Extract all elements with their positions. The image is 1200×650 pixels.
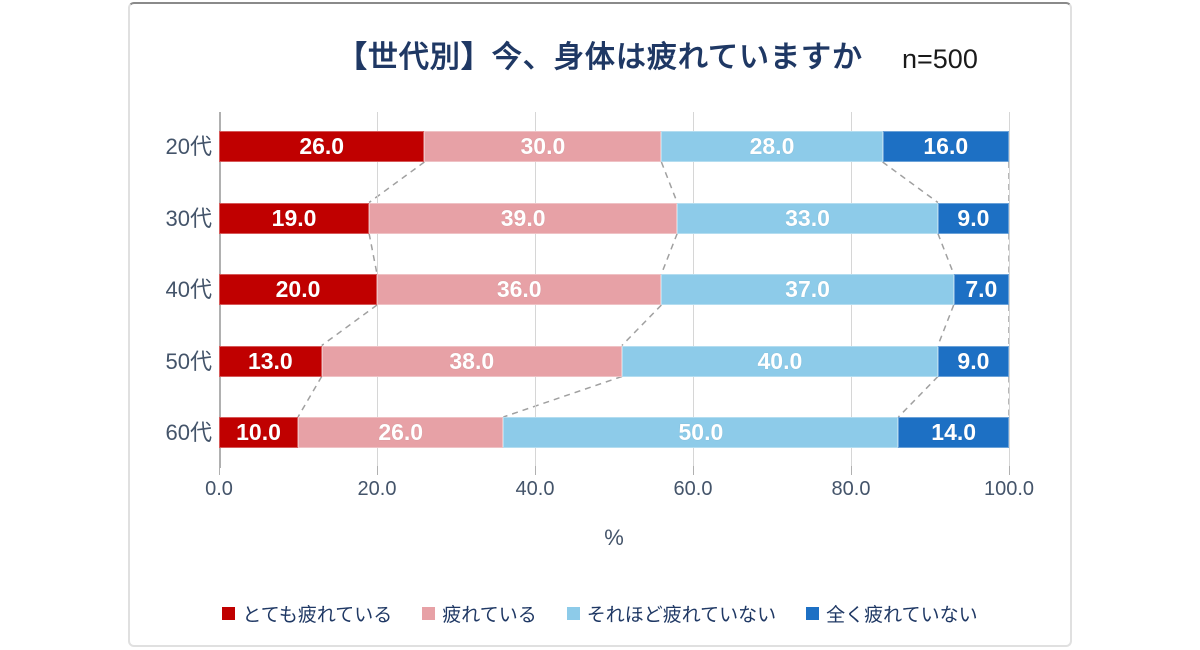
category-label: 20代 — [165, 134, 212, 159]
connector-line — [621, 304, 662, 347]
plot-area: 26.0 30.0 28.0 16.0 19.0 39.0 33.0 9.0 20.0 36.0 3… — [218, 112, 1010, 475]
legend-label: 全く疲れていない — [826, 605, 978, 626]
legend-label: それほど疲れていない — [586, 605, 777, 626]
legend-swatch — [566, 607, 580, 620]
bar-segment-疲れている: 26.0 — [298, 417, 504, 448]
bar-segment-疲れている: 36.0 — [377, 274, 662, 305]
bar-segment-それほど疲れていない: 40.0 — [621, 345, 938, 377]
chart-legend: とても疲れている 疲れている それほど疲れていない 全く疲れていない — [130, 600, 1070, 627]
bar-segment-とても疲れている: 10.0 — [219, 417, 298, 448]
bar-value-label: 26.0 — [378, 419, 424, 445]
bar-value-label: 20.0 — [275, 276, 321, 302]
bar-segment-疲れている: 38.0 — [321, 345, 622, 377]
bar-segment-全く疲れていない: 9.0 — [937, 202, 1009, 234]
legend-item: それほど疲れていない — [566, 600, 777, 627]
legend-item: とても疲れている — [222, 600, 392, 627]
x-axis-tick-label: 100.0 — [983, 478, 1035, 500]
category-label: 60代 — [165, 420, 212, 445]
connector-line — [660, 233, 678, 275]
bar-row: 10.0 26.0 50.0 14.0 — [219, 417, 1009, 448]
x-axis-tick-label: 80.0 — [831, 478, 871, 500]
legend-item: 疲れている — [422, 600, 537, 627]
bar-value-label: 40.0 — [757, 347, 803, 374]
x-axis-title: % — [604, 525, 624, 550]
category-label: 40代 — [165, 277, 212, 302]
legend-item: 全く疲れていない — [806, 600, 978, 627]
bar-value-label: 16.0 — [923, 133, 969, 159]
bar-row: 19.0 39.0 33.0 9.0 — [219, 202, 1009, 234]
legend-swatch — [222, 607, 236, 620]
bar-segment-とても疲れている: 26.0 — [219, 131, 425, 162]
legend-label: とても疲れている — [242, 605, 393, 626]
chart-card: 【世代別】今、身体は疲れていますか n=500 26.0 30.0 28.0 16.0… — [128, 2, 1072, 647]
bar-value-label: 13.0 — [247, 347, 293, 374]
axis-tick-mark — [534, 466, 536, 475]
x-axis-tick-label: 0.0 — [205, 478, 233, 500]
bar-segment-全く疲れていない: 7.0 — [953, 274, 1009, 305]
axis-tick-mark — [692, 466, 694, 475]
bar-value-label: 37.0 — [785, 276, 830, 302]
bar-segment-それほど疲れていない: 50.0 — [503, 417, 899, 448]
bar-value-label: 10.0 — [236, 419, 281, 445]
bar-segment-疲れている: 39.0 — [369, 202, 678, 234]
sample-size-label: n=500 — [902, 44, 978, 74]
bar-value-label: 14.0 — [931, 419, 977, 445]
bar-value-label: 38.0 — [449, 347, 495, 374]
x-axis-tick-label: 60.0 — [673, 478, 713, 500]
bar-value-label: 28.0 — [749, 133, 795, 159]
connector-line — [937, 233, 955, 275]
bar-segment-それほど疲れていない: 28.0 — [661, 131, 883, 162]
bar-segment-全く疲れていない: 9.0 — [937, 345, 1009, 377]
category-label: 30代 — [165, 205, 212, 231]
connector-line — [937, 304, 955, 346]
connector-line — [897, 375, 939, 418]
category-label: 50代 — [165, 348, 212, 374]
bar-value-label: 39.0 — [500, 204, 546, 231]
chart-title: 【世代別】今、身体は疲れていますか — [336, 41, 864, 74]
bar-row: 26.0 30.0 28.0 16.0 — [219, 131, 1009, 162]
connector-line — [297, 376, 323, 418]
x-axis-tick-label: 40.0 — [515, 478, 555, 500]
connector-line — [882, 161, 939, 204]
x-axis-tick-label: 20.0 — [357, 478, 397, 500]
bar-value-label: 9.0 — [957, 347, 990, 374]
axis-tick-mark — [376, 466, 378, 475]
connector-line — [321, 304, 378, 347]
axis-tick-mark — [850, 466, 852, 475]
bar-segment-それほど疲れていない: 33.0 — [677, 202, 938, 234]
bar-row: 20.0 36.0 37.0 7.0 — [219, 274, 1009, 305]
gridline — [1008, 112, 1010, 466]
bar-value-label: 33.0 — [785, 204, 830, 231]
bar-value-label: 19.0 — [271, 204, 317, 231]
bar-segment-とても疲れている: 13.0 — [219, 345, 322, 377]
bar-segment-疲れている: 30.0 — [424, 131, 662, 162]
bar-segment-とても疲れている: 20.0 — [219, 274, 377, 305]
bar-value-label: 50.0 — [678, 419, 724, 445]
bar-segment-とても疲れている: 19.0 — [219, 202, 370, 234]
legend-label: 疲れている — [442, 605, 537, 626]
legend-swatch — [806, 607, 820, 620]
bar-value-label: 7.0 — [965, 276, 998, 302]
connector-line — [660, 161, 678, 203]
axis-tick-mark — [1008, 466, 1010, 475]
bar-segment-全く疲れていない: 14.0 — [898, 417, 1009, 448]
bar-value-label: 30.0 — [520, 133, 566, 159]
bar-value-label: 36.0 — [496, 276, 542, 302]
bar-segment-それほど疲れていない: 37.0 — [661, 274, 954, 305]
legend-swatch — [422, 607, 436, 620]
axis-tick-mark — [218, 466, 220, 475]
bar-row: 13.0 38.0 40.0 9.0 — [219, 345, 1009, 377]
bar-value-label: 9.0 — [957, 204, 990, 231]
connector-line — [503, 375, 623, 418]
bar-value-label: 26.0 — [299, 133, 345, 159]
bar-segment-全く疲れていない: 16.0 — [882, 131, 1009, 162]
